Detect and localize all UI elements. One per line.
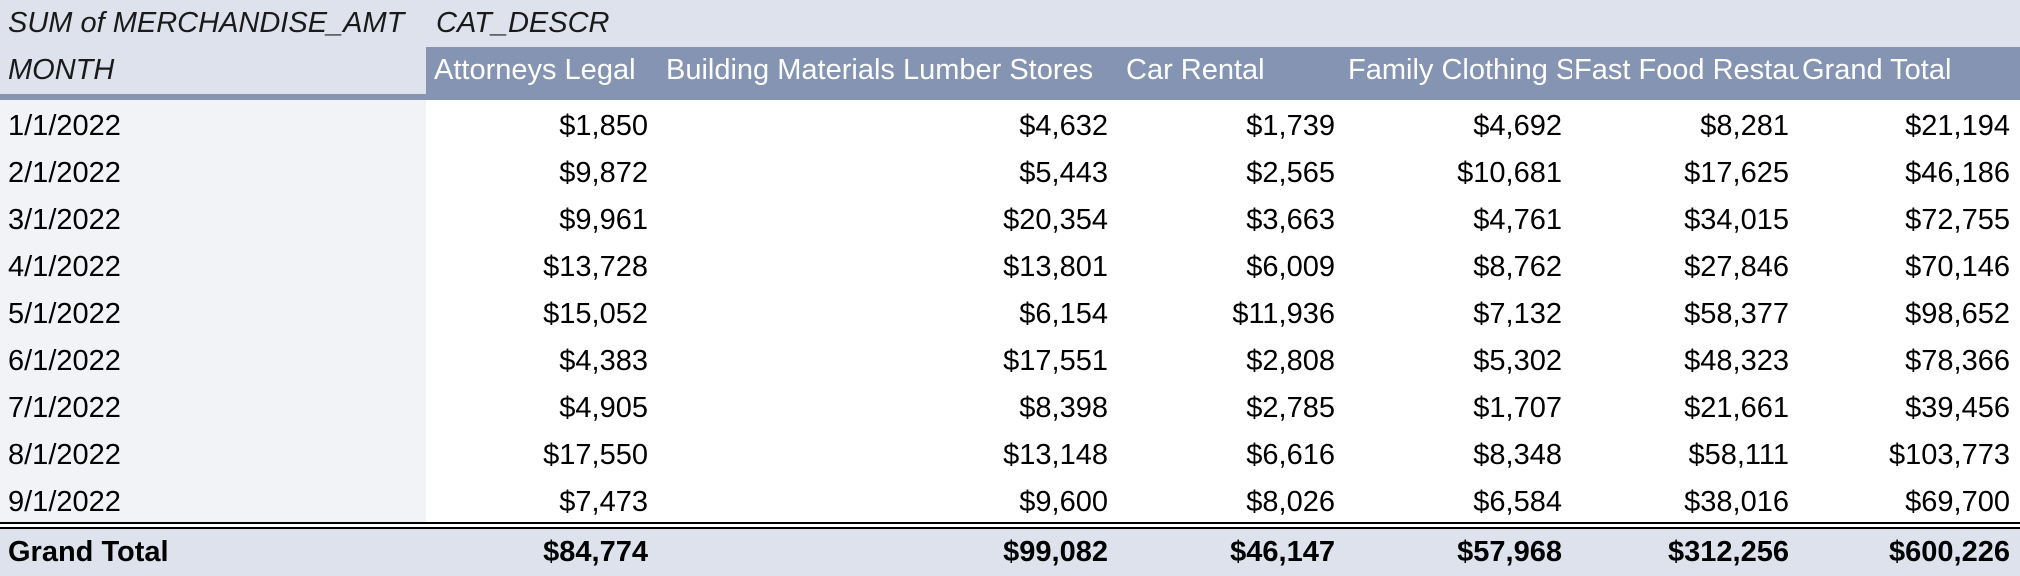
value-field-label[interactable]: SUM of MERCHANDISE_AMT [8, 7, 405, 39]
value-cell[interactable]: $4,692 [1473, 110, 1562, 142]
row-label[interactable]: 6/1/2022 [8, 345, 121, 377]
value-cell[interactable]: $2,785 [1246, 392, 1335, 424]
value-cell[interactable]: $58,377 [1684, 298, 1789, 330]
value-cell[interactable]: $10,681 [1457, 157, 1562, 189]
value-cell[interactable]: $6,009 [1246, 251, 1335, 283]
value-cell[interactable]: $8,348 [1473, 439, 1562, 471]
value-cell[interactable]: $20,354 [1003, 204, 1108, 236]
value-cell[interactable]: $6,584 [1473, 486, 1562, 518]
value-cell[interactable]: $17,625 [1684, 157, 1789, 189]
value-cell[interactable]: $38,016 [1684, 486, 1789, 518]
row-label[interactable]: 3/1/2022 [8, 204, 121, 236]
value-cell[interactable]: $21,661 [1684, 392, 1789, 424]
grand-total-value[interactable]: $312,256 [1668, 536, 1789, 568]
column-header[interactable]: Grand Total [1799, 47, 2020, 94]
value-cell[interactable]: $8,281 [1700, 110, 1789, 142]
value-cell[interactable]: $15,052 [543, 298, 648, 330]
value-cell[interactable]: $8,398 [1019, 392, 1108, 424]
value-cell[interactable]: $13,728 [543, 251, 648, 283]
grand-total-value[interactable]: $600,226 [1889, 536, 2010, 568]
grand-total-label[interactable]: Grand Total [8, 536, 169, 568]
pivot-field-row: SUM of MERCHANDISE_AMT CAT_DESCR [0, 0, 2020, 47]
value-cell[interactable]: $69,700 [1905, 486, 2010, 518]
table-row: 4/1/2022 $13,728 $13,801 $6,009 $8,762 $27,84… [0, 244, 2020, 291]
value-cell[interactable]: $4,905 [559, 392, 648, 424]
value-cell[interactable]: $13,148 [1003, 439, 1108, 471]
value-cell[interactable]: $9,961 [559, 204, 648, 236]
row-label[interactable]: 5/1/2022 [8, 298, 121, 330]
value-cell[interactable]: $1,707 [1473, 392, 1562, 424]
value-cell[interactable]: $9,600 [1019, 486, 1108, 518]
value-cell[interactable]: $1,850 [559, 110, 648, 142]
grand-total-row: Grand Total $84,774 $99,082 $46,147 $57,… [0, 529, 2020, 576]
value-cell[interactable]: $2,808 [1246, 345, 1335, 377]
grand-total-value[interactable]: $46,147 [1230, 536, 1335, 568]
value-cell[interactable]: $11,936 [1232, 298, 1335, 330]
grand-total-value[interactable]: $84,774 [543, 536, 648, 568]
row-field-label[interactable]: MONTH [8, 54, 115, 86]
row-label[interactable]: 4/1/2022 [8, 251, 121, 283]
column-field-label[interactable]: CAT_DESCR [436, 7, 610, 39]
column-header-row: MONTH Attorneys Legal Building Materials… [0, 47, 2020, 94]
table-row: 7/1/2022 $4,905 $8,398 $2,785 $1,707 $21,661 $… [0, 385, 2020, 432]
value-cell[interactable]: $2,565 [1246, 157, 1335, 189]
value-cell[interactable]: $7,132 [1473, 298, 1562, 330]
value-cell[interactable]: $39,456 [1905, 392, 2010, 424]
value-cell[interactable]: $4,632 [1019, 110, 1108, 142]
value-cell[interactable]: $98,652 [1905, 298, 2010, 330]
value-cell[interactable]: $6,616 [1246, 439, 1335, 471]
value-cell[interactable]: $17,550 [543, 439, 648, 471]
value-cell[interactable]: $5,302 [1473, 345, 1562, 377]
value-cell[interactable]: $7,473 [559, 486, 648, 518]
column-header[interactable]: Fast Food Restaurants [1572, 47, 1799, 94]
grand-total-value[interactable]: $57,968 [1457, 536, 1562, 568]
row-label[interactable]: 7/1/2022 [8, 392, 121, 424]
table-row: 8/1/2022 $17,550 $13,148 $6,616 $8,348 $58,11… [0, 432, 2020, 479]
value-cell[interactable]: $3,663 [1246, 204, 1335, 236]
value-cell[interactable]: $72,755 [1905, 204, 2010, 236]
value-cell[interactable]: $8,762 [1473, 251, 1562, 283]
table-row: 5/1/2022 $15,052 $6,154 $11,936 $7,132 $58,37… [0, 291, 2020, 338]
column-header-text: Family Clothing Stores [1348, 54, 1572, 86]
value-cell[interactable]: $34,015 [1684, 204, 1789, 236]
value-cell[interactable]: $17,551 [1003, 345, 1108, 377]
value-cell[interactable]: $5,443 [1019, 157, 1108, 189]
value-cell[interactable]: $8,026 [1246, 486, 1335, 518]
value-cell[interactable]: $48,323 [1684, 345, 1789, 377]
column-header[interactable]: Family Clothing Stores [1345, 47, 1572, 94]
table-row: 9/1/2022 $7,473 $9,600 $8,026 $6,584 $38,016 $… [0, 479, 2020, 526]
column-header[interactable]: Building Materials Lumber Stores [658, 47, 1118, 94]
value-cell[interactable]: $78,366 [1905, 345, 2010, 377]
value-cell[interactable]: $6,154 [1019, 298, 1108, 330]
value-cell[interactable]: $13,801 [1003, 251, 1108, 283]
table-row: 6/1/2022 $4,383 $17,551 $2,808 $5,302 $48,323… [0, 338, 2020, 385]
value-cell[interactable]: $70,146 [1905, 251, 2010, 283]
grand-total-divider [0, 522, 2020, 529]
value-cell[interactable]: $4,761 [1473, 204, 1562, 236]
value-cell[interactable]: $58,111 [1688, 439, 1789, 471]
table-row: 1/1/2022 $1,850 $4,632 $1,739 $4,692 $8,281 $2… [0, 103, 2020, 150]
value-cell[interactable]: $1,739 [1246, 110, 1335, 142]
value-cell[interactable]: $21,194 [1905, 110, 2010, 142]
row-label[interactable]: 9/1/2022 [8, 486, 121, 518]
value-cell[interactable]: $27,846 [1684, 251, 1789, 283]
row-label[interactable]: 1/1/2022 [8, 110, 121, 142]
value-cell[interactable]: $103,773 [1889, 439, 2010, 471]
row-label-band [0, 100, 426, 523]
row-label[interactable]: 2/1/2022 [8, 157, 121, 189]
column-header[interactable]: Attorneys Legal [426, 47, 658, 94]
header-separator [0, 94, 2020, 100]
value-cell[interactable]: $46,186 [1905, 157, 2010, 189]
row-label[interactable]: 8/1/2022 [8, 439, 121, 471]
column-header[interactable]: Car Rental [1118, 47, 1345, 94]
value-cell[interactable]: $9,872 [559, 157, 648, 189]
value-cell[interactable]: $4,383 [559, 345, 648, 377]
table-row: 2/1/2022 $9,872 $5,443 $2,565 $10,681 $17,625… [0, 150, 2020, 197]
table-row: 3/1/2022 $9,961 $20,354 $3,663 $4,761 $34,015… [0, 197, 2020, 244]
grand-total-value[interactable]: $99,082 [1003, 536, 1108, 568]
